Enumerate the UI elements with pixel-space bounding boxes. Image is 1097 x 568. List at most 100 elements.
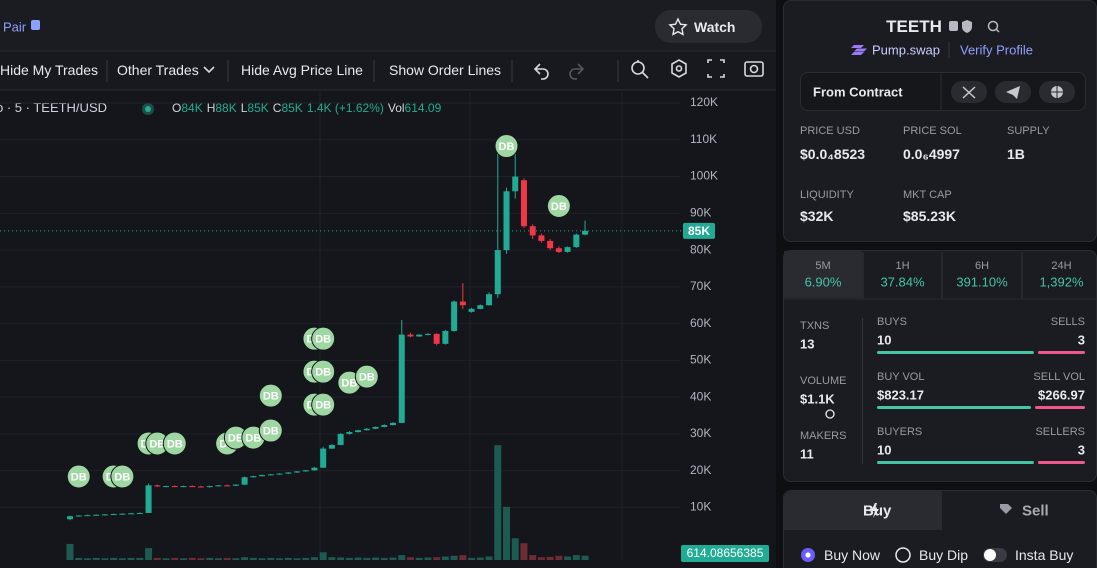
token-name: TEETH: [886, 17, 942, 36]
stat-label: SUPPLY: [1007, 125, 1050, 137]
volume-bar: [136, 557, 144, 560]
candle-body: [416, 334, 423, 337]
timeframe-change[interactable]: 1,392%: [1039, 274, 1084, 290]
dex-link[interactable]: Pump.swap: [872, 42, 940, 58]
candle-body: [250, 476, 257, 478]
verify-link[interactable]: Verify Profile: [960, 42, 1033, 58]
volume-bar: [92, 557, 100, 560]
volume-bar: [223, 557, 231, 560]
volume-bar: [424, 557, 432, 560]
legend-item: 614.09: [405, 101, 442, 115]
pair-icon: [31, 20, 40, 30]
volume-bar: [389, 557, 397, 560]
trade-marker: [258, 418, 283, 443]
volume-bar: [345, 557, 353, 560]
volume-bar: [162, 558, 170, 560]
toolbar-button[interactable]: Other Trades: [117, 62, 199, 78]
trade-option[interactable]: Buy Now: [824, 547, 881, 563]
buy-tab[interactable]: Buy: [863, 502, 892, 520]
volume-bar: [529, 555, 537, 560]
volume-bar: [450, 555, 458, 560]
stat-label: MKT CAP: [903, 189, 952, 201]
toolbar-button[interactable]: Hide My Trades: [0, 62, 99, 78]
y-tick-label: 120K: [690, 95, 718, 109]
volume-bar: [197, 558, 205, 560]
stat-value: $85.23K: [903, 208, 956, 224]
buy-value: 10: [877, 442, 892, 458]
buy-tab-bg[interactable]: [784, 491, 942, 530]
volume-bar: [319, 552, 327, 560]
candle-body: [241, 477, 248, 485]
candle-body: [573, 234, 580, 248]
trade-marker: [311, 392, 336, 417]
timeframe-label[interactable]: 6H: [974, 260, 990, 272]
activity-label: MAKERS: [800, 430, 847, 442]
stat-label: PRICE SOL: [903, 125, 962, 137]
timeframe-change[interactable]: 391.10%: [956, 274, 1008, 290]
y-tick-label: 10K: [690, 500, 711, 514]
volume-bar: [363, 557, 371, 560]
stat-label: PRICE USD: [800, 125, 860, 137]
trade-marker: [354, 364, 379, 389]
candle-body: [75, 515, 82, 517]
volume-bar: [188, 557, 196, 560]
header-bar: [0, 0, 776, 51]
legend-item: L: [241, 101, 248, 115]
chart-legend: o · 5 · TEETH/USD O84K H88K L85K C85K 1.4K (+…: [0, 100, 442, 115]
candle-body: [93, 514, 100, 516]
watch-button[interactable]: [655, 10, 762, 43]
trade-marker-label: DB: [551, 201, 567, 213]
candle-body: [293, 471, 300, 473]
trade-option[interactable]: Insta Buy: [1015, 547, 1074, 563]
timeframe-label[interactable]: 24H: [1051, 260, 1072, 272]
candle-body: [407, 334, 414, 337]
volume-bar: [83, 558, 91, 560]
timeframe-change[interactable]: 37.84%: [880, 274, 925, 290]
volume-bar: [241, 557, 249, 560]
timeframe-label[interactable]: 1H: [895, 260, 910, 272]
sell-label: SELL VOL: [1033, 371, 1085, 383]
trade-marker-label: DB: [359, 372, 375, 384]
trade-option[interactable]: Buy Dip: [919, 547, 969, 563]
timeframe-label[interactable]: 5M: [815, 260, 831, 272]
trade-marker-label: DB: [71, 471, 87, 483]
candle-body: [337, 433, 344, 445]
buy-label: BUY VOL: [877, 371, 925, 383]
candle-body: [189, 486, 196, 488]
toolbar-button[interactable]: Show Order Lines: [389, 62, 502, 78]
toolbar-icons[interactable]: [203, 59, 764, 80]
candle-body: [67, 516, 73, 520]
toolbar-button[interactable]: Hide Avg Price Line: [241, 62, 363, 78]
stat-value: 1B: [1007, 146, 1025, 162]
legend-item: 84K: [181, 101, 202, 115]
sell-tab[interactable]: Sell: [1022, 502, 1049, 520]
volume-bar: [503, 506, 510, 560]
contract-button[interactable]: From Contract: [813, 84, 903, 100]
volume-bar: [145, 548, 153, 560]
volume-bar: [127, 557, 135, 560]
volume-bar: [380, 557, 388, 560]
timeframe-change[interactable]: 6.90%: [804, 274, 842, 290]
volume-bar: [249, 557, 257, 560]
y-tick-label: 110K: [690, 132, 717, 146]
candle-body: [171, 486, 178, 488]
candle-body: [215, 485, 222, 487]
pair-link[interactable]: Pair: [3, 19, 27, 35]
activity-value: 11: [800, 446, 814, 462]
volume-bar: [572, 555, 580, 560]
candle-body: [346, 432, 353, 434]
volume-bar: [485, 556, 493, 560]
candle-body: [320, 448, 327, 468]
legend-item: 85K: [281, 101, 302, 115]
candle-body: [390, 422, 397, 426]
status-dot: [145, 106, 151, 112]
candle-body: [259, 475, 266, 477]
watch-label[interactable]: Watch: [694, 19, 736, 35]
trade-marker-label: DB: [315, 334, 331, 346]
trade-marker-label: DB: [341, 378, 357, 390]
volume-bar: [153, 557, 161, 560]
trade-marker-label: DB: [245, 432, 261, 444]
candle-body: [486, 294, 493, 306]
volume-bar: [441, 556, 449, 560]
